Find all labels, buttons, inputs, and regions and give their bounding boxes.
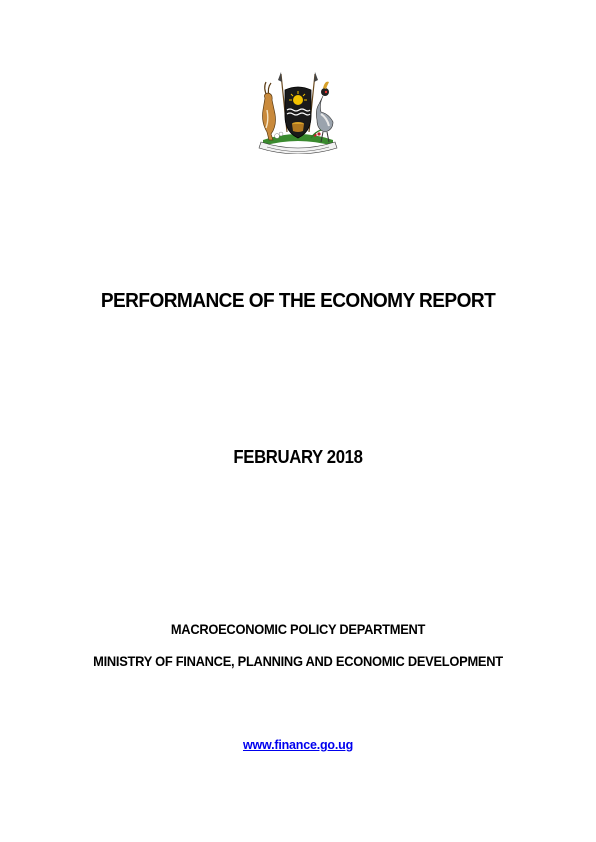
department-name: MACROECONOMIC POLICY DEPARTMENT bbox=[170, 621, 426, 637]
report-title: PERFORMANCE OF THE ECONOMY REPORT bbox=[100, 289, 496, 312]
website-link-container: www.finance.go.ug bbox=[0, 736, 596, 754]
uganda-coat-of-arms-icon bbox=[253, 70, 343, 155]
website-link[interactable]: www.finance.go.ug bbox=[242, 738, 354, 752]
ministry-name: MINISTRY OF FINANCE, PLANNING AND ECONOM… bbox=[93, 653, 503, 669]
report-date: FEBRUARY 2018 bbox=[233, 447, 363, 467]
